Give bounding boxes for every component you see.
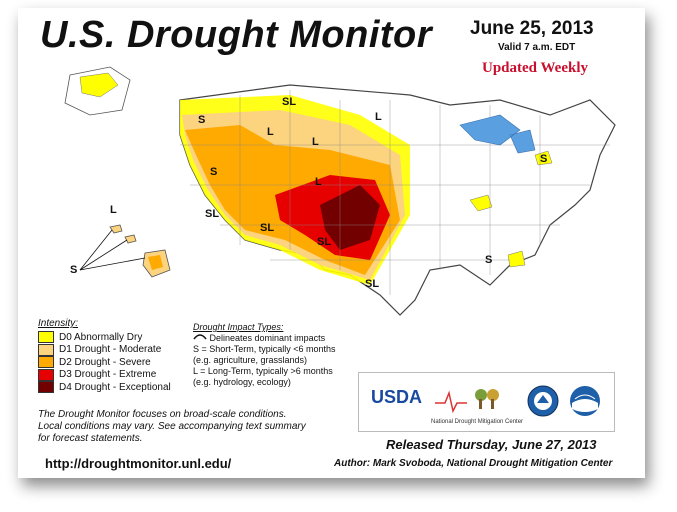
label-sl-az: SL: [260, 222, 274, 234]
updated-weekly: Updated Weekly: [482, 60, 588, 76]
valid-time: Valid 7 a.m. EDT: [498, 42, 576, 53]
label-s-hi: S: [70, 264, 77, 276]
swatch-d1: [38, 343, 54, 356]
ndmc-logo: [435, 389, 499, 414]
doc-seal-icon: [527, 385, 559, 417]
legend-d0: D0 Abnormally Dry: [38, 331, 171, 344]
d4-region: [320, 185, 380, 250]
website-link[interactable]: http://droughtmonitor.unl.edu/: [45, 456, 232, 471]
author: Author: Mark Svoboda, National Drought M…: [334, 458, 613, 469]
legend-d4: D4 Drought - Exceptional: [38, 381, 171, 394]
delineation-icon: [193, 334, 207, 340]
label-sl-tx: SL: [365, 278, 379, 290]
impact-line-3: (e.g. agriculture, grasslands): [193, 355, 308, 365]
release-date: Released Thursday, June 27, 2013: [386, 437, 597, 452]
impact-line-1: Delineates dominant impacts: [193, 333, 336, 344]
usda-logo: USDA: [371, 387, 423, 407]
intensity-legend: Intensity: D0 Abnormally Dry D1 Drought …: [38, 318, 171, 394]
hawaii: [109, 224, 171, 278]
label-s-se: S: [485, 254, 492, 266]
swatch-d0: [38, 331, 54, 344]
impact-line-4: L = Long-Term, typically >6 months: [193, 366, 333, 376]
label-l-co: L: [315, 176, 322, 188]
noaa-logo-icon: [570, 386, 600, 416]
ndmc-label: National Drought Mitigation Center: [431, 419, 524, 425]
impact-legend: Drought Impact Types: Delineates dominan…: [193, 322, 336, 388]
logos-box: USDA National Drought Mitigation Center: [358, 372, 615, 432]
map-title: U.S. Drought Monitor: [40, 14, 433, 56]
notes: The Drought Monitor focuses on broad-sca…: [38, 409, 306, 444]
swatch-d3: [38, 368, 54, 381]
label-sl-nw: SL: [282, 96, 296, 108]
legend-d1: D1 Drought - Moderate: [38, 343, 171, 357]
impact-heading: Drought Impact Types:: [193, 322, 284, 332]
swatch-d4: [38, 381, 54, 394]
label-l-nw: L: [267, 126, 274, 138]
swatch-d2: [38, 356, 54, 369]
legend-d3: D3 Drought - Extreme: [38, 368, 171, 382]
label-l-plains: L: [312, 136, 319, 148]
label-sl-ca: SL: [205, 208, 219, 220]
label-s-west: S: [210, 166, 217, 178]
impact-line-5: (e.g. hydrology, ecology): [193, 377, 291, 387]
label-l-north: L: [375, 111, 382, 123]
legend-heading: Intensity:: [38, 318, 79, 329]
drought-map: SL S L L L S SL SL L SL SL L S S S: [64, 66, 616, 316]
legend-d2: D2 Drought - Severe: [38, 356, 171, 369]
map-date: June 25, 2013: [470, 18, 594, 39]
label-s-nw: S: [198, 114, 205, 126]
label-s-east: S: [540, 153, 547, 165]
great-lakes: [459, 114, 536, 154]
impact-line-2: S = Short-Term, typically <6 months: [193, 344, 336, 354]
label-l-ak: L: [110, 204, 117, 216]
label-sl-nm: SL: [317, 236, 331, 248]
